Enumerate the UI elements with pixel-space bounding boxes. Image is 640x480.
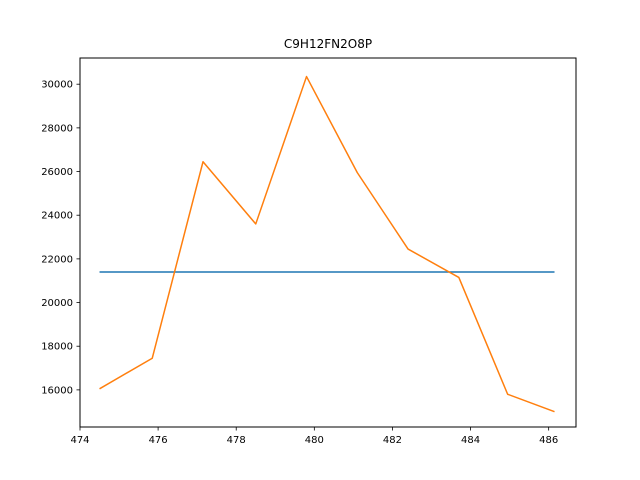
ticks-layer: 474 476 478 480 482 484 486 16000 18000 20000 2200… [41,80,558,446]
plot-frame [79,57,577,428]
x-tick-label: 478 [227,435,246,446]
y-tick-label: 20000 [41,298,73,309]
x-tick-label: 486 [539,435,558,446]
y-tick-label: 22000 [41,254,73,265]
series-layer [99,75,555,413]
y-tick-label: 18000 [41,342,73,353]
y-tick-label: 16000 [41,385,73,396]
y-tick-label: 28000 [41,123,73,134]
x-tick-label: 484 [461,435,480,446]
x-tick-label: 480 [305,435,324,446]
x-tick-label: 476 [149,435,168,446]
series-line-1 [99,75,555,413]
x-tick-label: 474 [70,435,89,446]
y-tick-label: 26000 [41,167,73,178]
x-tick-label: 482 [383,435,402,446]
y-tick-label: 30000 [41,80,73,91]
y-tick-label: 24000 [41,211,73,222]
chart-title: C9H12FN2O8P [284,37,372,51]
